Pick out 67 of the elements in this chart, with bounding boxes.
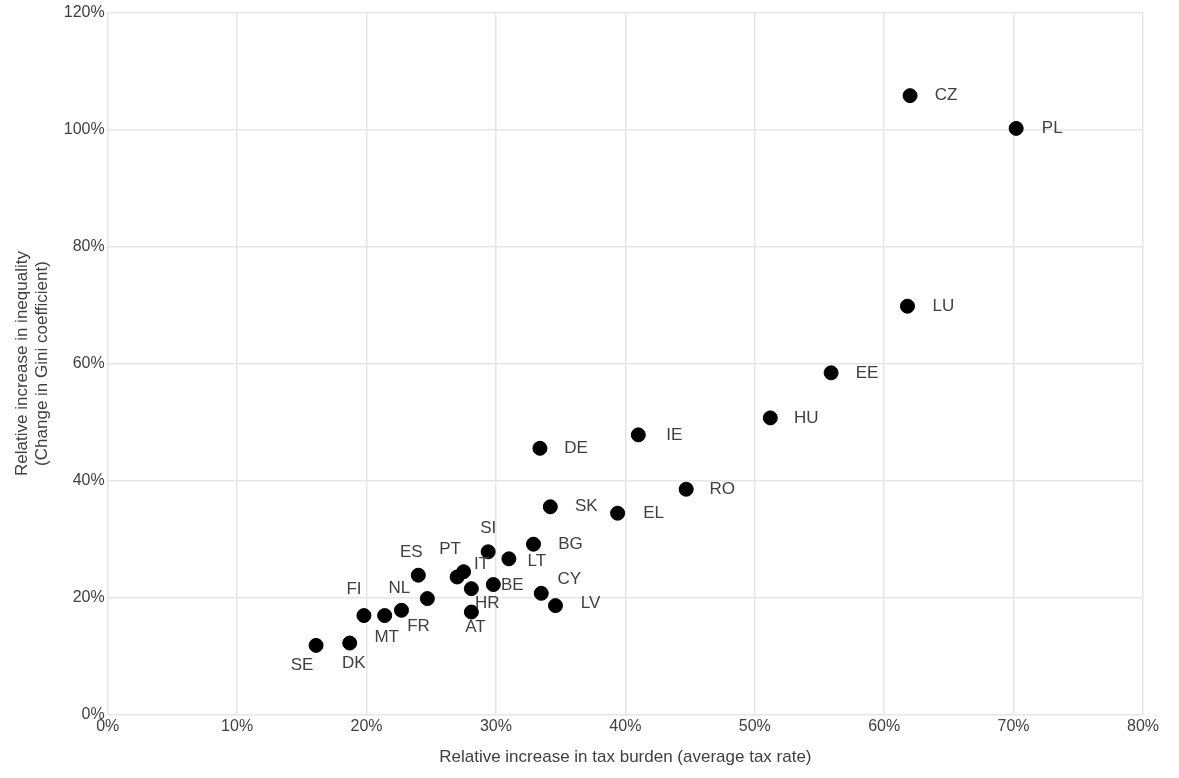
point (525, 536, 541, 552)
data-label: CZ (934, 85, 958, 105)
point (542, 499, 558, 515)
point (456, 564, 472, 580)
data-label: IT (474, 554, 490, 574)
data-label: CY (557, 569, 582, 589)
data-label: ES (399, 541, 423, 561)
data-label: SE (290, 655, 314, 675)
y-tick-label: 80% (72, 236, 105, 254)
point (823, 365, 839, 381)
point (678, 481, 694, 497)
point (547, 598, 563, 614)
point (485, 577, 501, 593)
x-tick-label: 70% (997, 717, 1030, 735)
data-label: IE (666, 424, 683, 444)
data-label: MT (374, 627, 399, 647)
point (899, 298, 915, 314)
point (410, 567, 426, 583)
x-tick-label: 20% (350, 717, 383, 735)
data-label: EE (855, 362, 879, 382)
point (393, 602, 409, 618)
x-tick-label: 10% (221, 717, 254, 735)
y-tick-label: 20% (72, 587, 105, 605)
x-tick-label: 80% (1126, 717, 1160, 735)
data-label: EL (643, 502, 664, 522)
data-label: HR (475, 593, 500, 613)
data-label: SI (480, 517, 497, 537)
data-label: PT (439, 538, 461, 558)
data-label: NL (388, 578, 411, 598)
point (532, 440, 548, 456)
y-tick-label: 100% (63, 119, 105, 137)
data-label: SK (574, 496, 599, 516)
point (463, 581, 479, 597)
data-label: HU (794, 407, 819, 427)
data-label: FI (346, 579, 362, 599)
point (377, 608, 393, 624)
data-label: DK (341, 652, 367, 672)
x-axis-title: Relative increase in tax burden (average tax rate) (439, 747, 812, 767)
x-tick-label: 40% (609, 717, 642, 735)
point (342, 635, 358, 651)
x-tick-label: 50% (738, 717, 771, 735)
point (533, 585, 549, 601)
data-label: RO (709, 478, 735, 498)
data-label: DE (564, 437, 588, 457)
data-label: AT (465, 616, 486, 636)
point (902, 88, 918, 104)
y-tick-label: 40% (72, 470, 105, 488)
point (419, 591, 435, 607)
x-tick-label: 60% (868, 717, 901, 735)
data-label: BE (501, 575, 524, 595)
data-label: BG (558, 533, 583, 553)
point (501, 551, 517, 567)
y-axis-title: Relative increase in inequality (Change in Gini coefficient) (11, 250, 52, 476)
point (630, 427, 646, 443)
point (762, 410, 778, 426)
y-tick-label: 60% (72, 353, 105, 371)
data-label: PL (1041, 118, 1063, 138)
point (308, 637, 324, 653)
y-tick-label: 120% (63, 3, 105, 21)
data-label: LT (527, 550, 547, 570)
x-tick-label: 30% (479, 717, 512, 735)
data-label: LU (932, 295, 955, 315)
point (1008, 120, 1024, 136)
point (356, 608, 372, 624)
data-label: FR (407, 615, 430, 635)
point (610, 505, 626, 521)
data-label: LV (580, 593, 601, 613)
